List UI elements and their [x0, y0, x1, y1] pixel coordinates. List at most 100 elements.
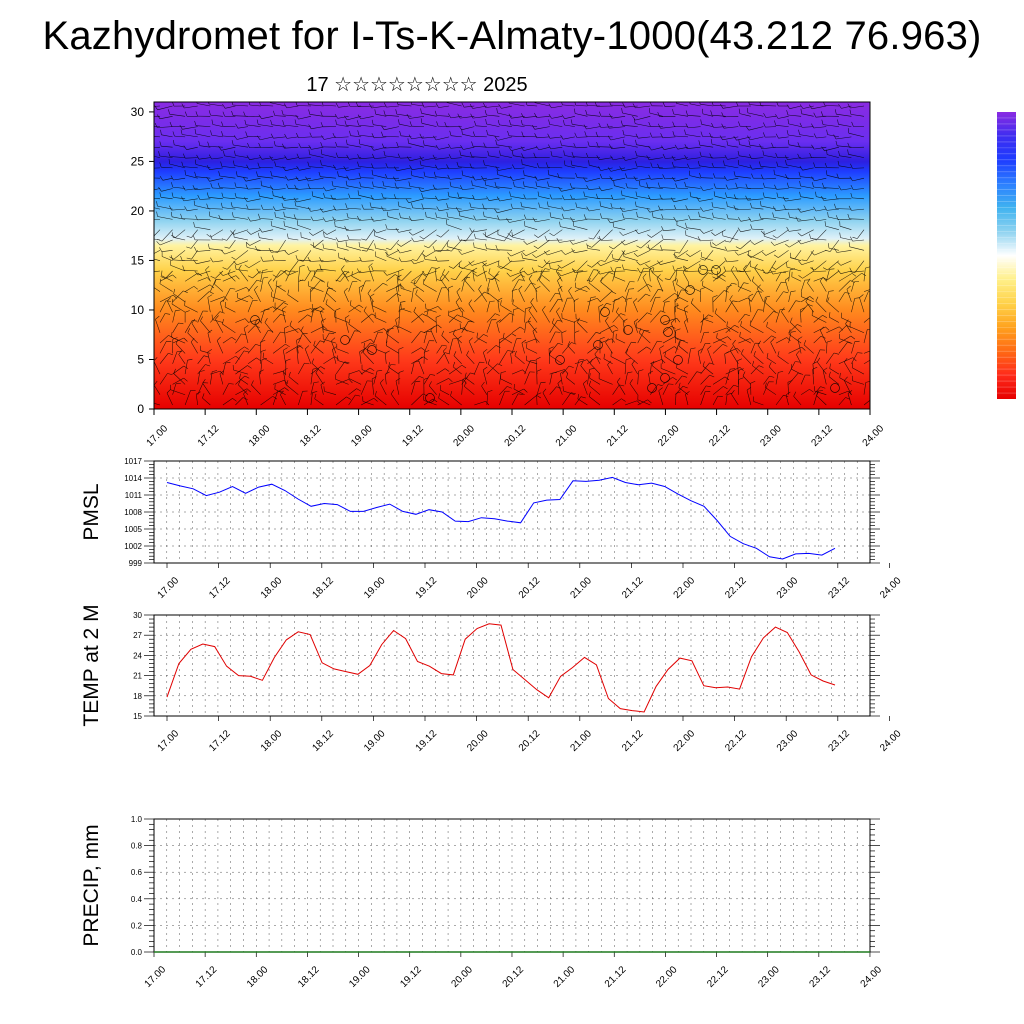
wind-barb: [441, 335, 450, 344]
wind-barb: [549, 369, 565, 375]
wind-barb-flag: [457, 192, 460, 198]
wind-barb: [509, 260, 525, 262]
wind-barb: [425, 308, 437, 313]
wind-barb: [571, 187, 588, 189]
wind-barb-flag: [371, 266, 374, 271]
wind-barb: [321, 154, 337, 158]
wind-barb: [656, 277, 664, 292]
wind-barb-flag: [320, 366, 326, 370]
wind-barb: [184, 272, 199, 282]
wind-barb-flag: [722, 344, 728, 347]
wind-barb-flag: [874, 288, 877, 292]
wind-barb: [817, 361, 827, 375]
wind-barb: [487, 134, 500, 138]
wind-barb: [154, 146, 161, 148]
wind-barb: [346, 125, 362, 127]
wind-barb-flag: [672, 109, 674, 115]
wind-barb-flag: [484, 291, 490, 295]
wind-barb: [492, 270, 500, 280]
wind-barb-flag: [532, 217, 536, 223]
wind-barb: [286, 136, 299, 139]
wind-barb: [298, 314, 308, 323]
wind-barb-flag: [594, 350, 599, 355]
wind-barb: [750, 343, 756, 354]
wind-barb: [472, 116, 487, 119]
wind-barb-flag: [469, 227, 473, 233]
wind-barb: [722, 235, 739, 241]
wind-barb: [826, 269, 830, 282]
wind-barb-flag: [573, 298, 579, 302]
wind-barb-flag: [787, 139, 790, 145]
wind-barb: [788, 324, 798, 333]
wind-barb: [216, 340, 224, 354]
wind-barb-flag: [194, 128, 197, 134]
wind-barb-flag: [523, 388, 528, 393]
wind-barb-flag: [625, 173, 628, 179]
wind-barb-flag: [217, 182, 220, 188]
wind-barb: [287, 157, 299, 160]
wind-barb: [650, 359, 662, 365]
wind-barb: [260, 136, 274, 141]
wind-barb-flag: [344, 361, 350, 364]
wind-barb: [200, 320, 211, 333]
wind-barb-flag: [464, 276, 468, 281]
wind-barb-flag: [670, 197, 675, 202]
wind-barb-flag: [468, 261, 473, 266]
wind-barb-flag: [156, 241, 161, 246]
wind-barb-flag: [740, 321, 742, 327]
wind-barb: [386, 270, 399, 276]
wind-barb: [725, 367, 741, 375]
wind-barb: [800, 374, 806, 385]
wind-barb-flag: [156, 114, 161, 119]
wind-barb-flag: [611, 291, 617, 295]
wind-barb: [803, 344, 814, 354]
wind-barb-flag: [298, 259, 304, 262]
wind-barb-flag: [748, 293, 754, 297]
wind-barb: [374, 317, 387, 323]
wind-barb: [703, 188, 714, 191]
wind-barb: [286, 384, 299, 395]
wind-barb: [358, 124, 374, 127]
wind-barb-flag: [172, 337, 178, 340]
wind-barb: [154, 270, 161, 272]
wind-barb: [612, 299, 615, 313]
wind-barb-flag: [798, 260, 802, 265]
wind-barb: [662, 346, 675, 354]
wind-barb-flag: [560, 370, 565, 374]
x-tick-label: 22.12: [723, 728, 749, 754]
wind-barb: [360, 177, 374, 179]
wind-barb-flag: [731, 282, 737, 285]
wind-barb: [799, 134, 814, 138]
wind-barb: [711, 136, 726, 138]
wind-barb-flag: [419, 236, 424, 240]
x-tick-label: 20.00: [449, 964, 475, 990]
wind-barb-flag: [383, 110, 386, 116]
wind-barb: [214, 283, 224, 292]
x-tick-label: 18.00: [259, 728, 285, 754]
wind-barb: [678, 387, 689, 395]
wind-barb-flag: [244, 375, 250, 379]
wind-barb-flag: [410, 282, 416, 284]
wind-barb: [310, 326, 324, 334]
wind-barb: [323, 338, 337, 344]
wind-barb: [510, 270, 525, 277]
wind-barb-flag: [587, 264, 592, 268]
wind-barb-flag: [421, 271, 426, 276]
wind-barb-flag: [746, 386, 752, 391]
wind-barb: [511, 388, 524, 395]
wind-barb: [359, 157, 374, 160]
wind-barb: [440, 389, 450, 395]
wind-barb-flag: [737, 227, 741, 232]
wind-barb: [224, 250, 236, 255]
wind-barb: [689, 175, 701, 179]
wind-barb: [572, 198, 588, 200]
wind-barb-flag: [501, 371, 506, 373]
wind-barb-flag: [635, 150, 637, 156]
wind-barb-flag: [548, 346, 554, 350]
wind-barb-flag: [632, 103, 636, 109]
wind-barb-flag: [263, 276, 269, 279]
wind-barb: [159, 283, 173, 292]
wind-barb-flag: [206, 176, 210, 182]
wind-barb: [424, 105, 437, 108]
wind-barb-flag: [783, 291, 789, 294]
